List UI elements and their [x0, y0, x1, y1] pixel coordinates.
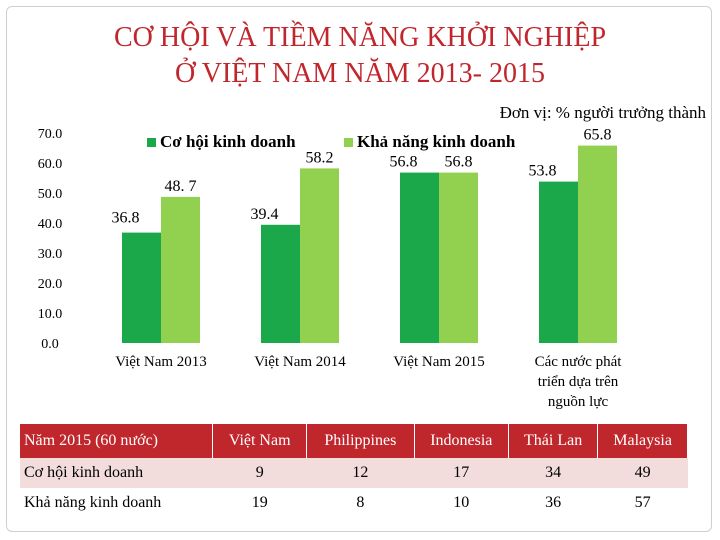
- data-label: 39.4: [251, 206, 279, 223]
- unit-label: Đơn vị: % người trưởng thành: [499, 103, 706, 122]
- table-row: Khả năng kinh doanh 19 8 10 36 57: [20, 488, 688, 518]
- table-header-row: Năm 2015 (60 nước) Việt Nam Philippines Ind…: [20, 424, 688, 458]
- x-tick-label-line: Việt Nam 2013: [115, 354, 207, 370]
- table-cell: Khả năng kinh doanh: [20, 488, 213, 518]
- y-tick-label: 70.0: [38, 127, 63, 142]
- x-tick-label: Việt Nam 2015: [369, 352, 509, 372]
- table-header-cell: Malaysia: [597, 424, 688, 458]
- legend-label: Cơ hội kinh doanh: [160, 132, 296, 151]
- bar-capability: [161, 196, 200, 343]
- legend-swatch: [147, 138, 156, 147]
- x-tick-label: Các nước phát triển dựa trên nguồn lực: [508, 352, 648, 412]
- y-tick-label: 50.0: [38, 187, 63, 202]
- table-cell: 57: [597, 488, 688, 518]
- table-header-cell: Năm 2015 (60 nước): [20, 424, 214, 458]
- x-tick-label-line: nguồn lực: [547, 394, 609, 410]
- data-label: 48. 7: [165, 178, 197, 195]
- data-label: 53.8: [529, 163, 557, 180]
- bar-capability: [439, 172, 478, 343]
- legend-swatch: [344, 138, 353, 147]
- bar-opportunity: [400, 172, 439, 343]
- bar-capability: [300, 168, 339, 343]
- data-label: 56.8: [445, 154, 473, 171]
- y-tick-label: 30.0: [38, 247, 63, 262]
- x-tick-label-line: triển dựa trên: [537, 374, 619, 390]
- table-cell: 49: [597, 458, 688, 488]
- table-cell: 9: [212, 458, 307, 488]
- x-tick-label-line: Việt Nam 2015: [393, 354, 485, 370]
- table-cell: 19: [212, 488, 307, 518]
- x-tick-label: Việt Nam 2014: [230, 352, 370, 372]
- data-label: 65.8: [584, 127, 612, 144]
- y-tick-label: 60.0: [38, 157, 63, 172]
- title-line-1: CƠ HỘI VÀ TIỀM NĂNG KHỞI NGHIỆP: [113, 22, 607, 53]
- title-line-2: Ở VIỆT NAM NĂM 2013- 2015: [175, 58, 545, 89]
- legend-label: Khả năng kinh doanh: [357, 132, 516, 151]
- data-label: 56.8: [390, 154, 418, 171]
- page-title: CƠ HỘI VÀ TIỀM NĂNG KHỞI NGHIỆP Ở VIỆT N…: [0, 20, 720, 92]
- table-cell: 8: [306, 488, 415, 518]
- bar-opportunity: [122, 232, 161, 343]
- table-cell: Cơ hội kinh doanh: [20, 458, 213, 488]
- bar-capability: [578, 145, 617, 343]
- bar-opportunity: [261, 224, 300, 343]
- bar-chart: 0.0 10.0 20.0 30.0 40.0 50.0 60.0 70.0 36.8 48. 7…: [38, 127, 617, 350]
- table-header-cell: Indonesia: [414, 424, 510, 458]
- table-cell: 34: [508, 458, 598, 488]
- bar-opportunity: [539, 181, 578, 343]
- slide-frame: [6, 6, 712, 532]
- table-cell: 17: [414, 458, 509, 488]
- x-tick-label: Việt Nam 2013: [91, 352, 231, 372]
- x-tick-label-line: Các nước phát: [534, 354, 622, 370]
- data-table: Năm 2015 (60 nước) Việt Nam Philippines Ind…: [20, 424, 688, 518]
- table-row: Cơ hội kinh doanh 9 12 17 34 49: [20, 458, 688, 488]
- x-tick-label-line: Việt Nam 2014: [254, 354, 346, 370]
- table-header-cell: Thái Lan: [508, 424, 599, 458]
- table-cell: 36: [508, 488, 598, 518]
- y-tick-label: 40.0: [38, 217, 63, 232]
- table-header-cell: Philippines: [306, 424, 415, 458]
- data-label: 36.8: [112, 210, 140, 227]
- y-tick-label: 0.0: [41, 337, 59, 350]
- table-header-cell: Việt Nam: [212, 424, 308, 458]
- y-tick-label: 10.0: [38, 307, 63, 322]
- table-cell: 12: [306, 458, 415, 488]
- table-cell: 10: [414, 488, 509, 518]
- data-label: 58.2: [306, 149, 334, 166]
- y-tick-label: 20.0: [38, 277, 63, 292]
